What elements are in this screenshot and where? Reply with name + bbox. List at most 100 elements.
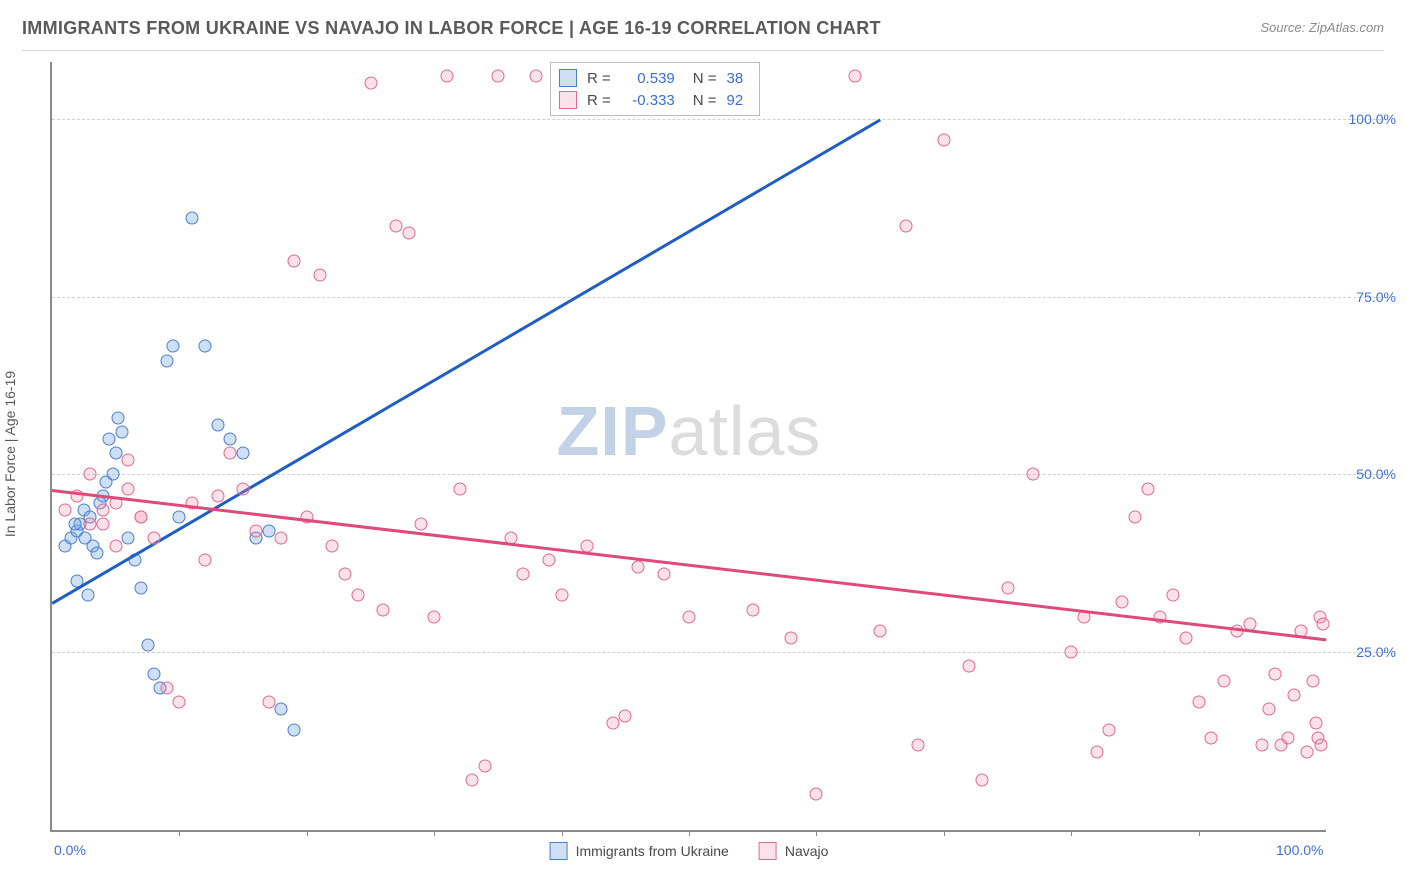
data-point-navajo (1269, 667, 1282, 680)
data-point-ukraine (90, 546, 103, 559)
source-label: Source: ZipAtlas.com (1260, 20, 1384, 35)
data-point-navajo (249, 525, 262, 538)
xtick-label: 100.0% (1276, 842, 1323, 858)
data-point-navajo (1218, 674, 1231, 687)
watermark-atlas: atlas (669, 392, 822, 470)
swatch-ukraine (559, 69, 577, 87)
data-point-navajo (351, 589, 364, 602)
data-point-ukraine (186, 212, 199, 225)
xtick (562, 830, 563, 836)
watermark-zip: ZIP (557, 392, 669, 470)
data-point-navajo (976, 774, 989, 787)
trendline-ukraine (51, 119, 880, 605)
n-value-navajo: 92 (727, 92, 744, 109)
data-point-navajo (1001, 582, 1014, 595)
data-point-navajo (657, 568, 670, 581)
xtick (689, 830, 690, 836)
data-point-navajo (1128, 511, 1141, 524)
watermark: ZIPatlas (557, 391, 822, 471)
data-point-navajo (530, 70, 543, 83)
data-point-navajo (874, 624, 887, 637)
legend-item-navajo: Navajo (759, 842, 829, 860)
data-point-ukraine (173, 511, 186, 524)
data-point-navajo (963, 660, 976, 673)
data-point-navajo (122, 454, 135, 467)
data-point-ukraine (109, 447, 122, 460)
xtick (1199, 830, 1200, 836)
ytick-label: 50.0% (1336, 466, 1396, 482)
data-point-ukraine (68, 518, 81, 531)
data-point-navajo (1317, 617, 1330, 630)
data-point-ukraine (79, 532, 92, 545)
data-point-navajo (606, 717, 619, 730)
data-point-navajo (440, 70, 453, 83)
data-point-navajo (912, 738, 925, 751)
data-point-navajo (1281, 731, 1294, 744)
data-point-ukraine (237, 447, 250, 460)
xtick (816, 830, 817, 836)
data-point-navajo (1205, 731, 1218, 744)
r-label: R = (587, 92, 611, 109)
data-point-ukraine (116, 425, 129, 438)
gridline-h (52, 474, 1386, 475)
data-point-navajo (1065, 646, 1078, 659)
data-point-navajo (275, 532, 288, 545)
xtick (1071, 830, 1072, 836)
data-point-ukraine (211, 418, 224, 431)
data-point-navajo (1141, 482, 1154, 495)
data-point-navajo (58, 504, 71, 517)
swatch-navajo (559, 91, 577, 109)
xtick (434, 830, 435, 836)
data-point-navajo (135, 511, 148, 524)
legend-item-ukraine: Immigrants from Ukraine (550, 842, 729, 860)
data-point-navajo (288, 255, 301, 268)
stats-legend-box: R = 0.539 N = 38 R = -0.333 N = 92 (550, 62, 760, 116)
data-point-ukraine (262, 525, 275, 538)
data-point-ukraine (112, 411, 125, 424)
data-point-navajo (1167, 589, 1180, 602)
data-point-ukraine (147, 667, 160, 680)
data-point-navajo (542, 553, 555, 566)
data-point-navajo (1179, 632, 1192, 645)
data-point-navajo (1192, 696, 1205, 709)
r-value-ukraine: 0.539 (621, 70, 675, 87)
data-point-navajo (848, 70, 861, 83)
data-point-ukraine (160, 354, 173, 367)
data-point-navajo (1309, 717, 1322, 730)
data-point-ukraine (81, 589, 94, 602)
data-point-navajo (84, 518, 97, 531)
data-point-navajo (389, 219, 402, 232)
bottom-legend: Immigrants from Ukraine Navajo (550, 842, 829, 860)
chart-title: IMMIGRANTS FROM UKRAINE VS NAVAJO IN LAB… (22, 18, 881, 38)
data-point-navajo (683, 610, 696, 623)
data-point-navajo (402, 226, 415, 239)
data-point-ukraine (135, 582, 148, 595)
xtick (944, 830, 945, 836)
data-point-navajo (428, 610, 441, 623)
data-point-ukraine (167, 340, 180, 353)
data-point-navajo (466, 774, 479, 787)
xtick-label: 0.0% (54, 842, 86, 858)
xtick (179, 830, 180, 836)
gridline-h (52, 119, 1386, 120)
gridline-h (52, 652, 1386, 653)
data-point-navajo (453, 482, 466, 495)
data-point-navajo (84, 468, 97, 481)
data-point-navajo (377, 603, 390, 616)
data-point-navajo (555, 589, 568, 602)
data-point-ukraine (107, 468, 120, 481)
data-point-ukraine (224, 432, 237, 445)
n-label: N = (693, 70, 717, 87)
data-point-navajo (1288, 688, 1301, 701)
stats-row-ukraine: R = 0.539 N = 38 (559, 67, 743, 89)
data-point-navajo (96, 518, 109, 531)
stats-row-navajo: R = -0.333 N = 92 (559, 89, 743, 111)
data-point-navajo (160, 681, 173, 694)
data-point-navajo (810, 788, 823, 801)
data-point-navajo (517, 568, 530, 581)
legend-label-ukraine: Immigrants from Ukraine (576, 843, 729, 859)
ytick-label: 100.0% (1336, 111, 1396, 127)
data-point-navajo (1090, 745, 1103, 758)
data-point-navajo (581, 539, 594, 552)
data-point-navajo (632, 560, 645, 573)
